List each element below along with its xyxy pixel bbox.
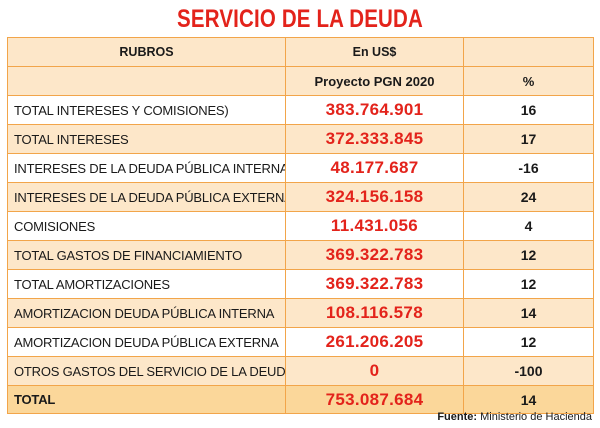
table-row: INTERESES DE LA DEUDA PÚBLICA EXTERNA 32… — [7, 182, 594, 212]
row-rubro: COMISIONES — [7, 211, 286, 241]
table-row: TOTAL INTERESES 372.333.845 17 — [7, 124, 594, 154]
header-percent: % — [463, 66, 594, 96]
header-empty-cell — [463, 37, 594, 67]
table-row: TOTAL AMORTIZACIONES 369.322.783 12 — [7, 269, 594, 299]
header-rubros: RUBROS — [7, 37, 286, 67]
row-rubro: TOTAL AMORTIZACIONES — [7, 269, 286, 299]
row-amount: 261.206.205 — [285, 327, 464, 357]
row-percent: 12 — [463, 327, 594, 357]
table-row: INTERESES DE LA DEUDA PÚBLICA INTERNA 48… — [7, 153, 594, 183]
source-text: Ministerio de Hacienda — [480, 411, 592, 423]
row-rubro: INTERESES DE LA DEUDA PÚBLICA INTERNA — [7, 153, 286, 183]
row-percent: 16 — [463, 95, 594, 125]
page-title: SERVICIO DE LA DEUDA — [177, 5, 423, 33]
table-row: AMORTIZACION DEUDA PÚBLICA EXTERNA 261.2… — [7, 327, 594, 357]
source-note: Fuente: Ministerio de Hacienda — [437, 411, 592, 423]
header-currency: En US$ — [285, 37, 464, 67]
table-row: COMISIONES 11.431.056 4 — [7, 211, 594, 241]
row-amount: 0 — [285, 356, 464, 386]
row-amount: 369.322.783 — [285, 269, 464, 299]
row-percent: -100 — [463, 356, 594, 386]
row-amount: 324.156.158 — [285, 182, 464, 212]
row-amount: 108.116.578 — [285, 298, 464, 328]
total-amount: 753.087.684 — [285, 385, 464, 414]
row-percent: 24 — [463, 182, 594, 212]
total-percent: 14 — [463, 385, 594, 414]
row-rubro: TOTAL INTERESES Y COMISIONES) — [7, 95, 286, 125]
row-percent: 14 — [463, 298, 594, 328]
total-label: TOTAL — [7, 385, 286, 414]
row-rubro: AMORTIZACION DEUDA PÚBLICA INTERNA — [7, 298, 286, 328]
table-row: AMORTIZACION DEUDA PÚBLICA INTERNA 108.1… — [7, 298, 594, 328]
row-percent: 12 — [463, 240, 594, 270]
row-amount: 369.322.783 — [285, 240, 464, 270]
table-row: TOTAL GASTOS DE FINANCIAMIENTO 369.322.7… — [7, 240, 594, 270]
subheader-empty-cell — [7, 66, 286, 96]
table-row: TOTAL INTERESES Y COMISIONES) 383.764.90… — [7, 95, 594, 125]
row-amount: 372.333.845 — [285, 124, 464, 154]
debt-service-table: RUBROS En US$ Proyecto PGN 2020 % TOTAL … — [7, 37, 594, 414]
source-label: Fuente: — [437, 411, 478, 423]
row-amount: 11.431.056 — [285, 211, 464, 241]
row-rubro: OTROS GASTOS DEL SERVICIO DE LA DEUDA — [7, 356, 286, 386]
table-row: OTROS GASTOS DEL SERVICIO DE LA DEUDA 0 … — [7, 356, 594, 386]
row-rubro: TOTAL INTERESES — [7, 124, 286, 154]
total-row: TOTAL 753.087.684 14 — [7, 385, 594, 414]
table-header-row: RUBROS En US$ — [7, 37, 594, 67]
header-project: Proyecto PGN 2020 — [285, 66, 464, 96]
row-amount: 383.764.901 — [285, 95, 464, 125]
row-percent: 4 — [463, 211, 594, 241]
table-subheader-row: Proyecto PGN 2020 % — [7, 66, 594, 96]
row-percent: -16 — [463, 153, 594, 183]
row-percent: 12 — [463, 269, 594, 299]
row-rubro: AMORTIZACION DEUDA PÚBLICA EXTERNA — [7, 327, 286, 357]
row-rubro: TOTAL GASTOS DE FINANCIAMIENTO — [7, 240, 286, 270]
row-rubro: INTERESES DE LA DEUDA PÚBLICA EXTERNA — [7, 182, 286, 212]
row-amount: 48.177.687 — [285, 153, 464, 183]
row-percent: 17 — [463, 124, 594, 154]
